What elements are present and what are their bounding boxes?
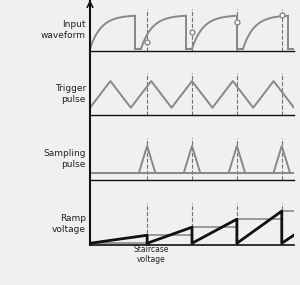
Text: Input
waveform: Input waveform <box>41 19 86 40</box>
Text: Sampling
pulse: Sampling pulse <box>44 149 86 169</box>
Text: Staircase
voltage: Staircase voltage <box>134 242 169 264</box>
Text: Trigger
pulse: Trigger pulse <box>55 84 86 105</box>
Text: Ramp
voltage: Ramp voltage <box>52 214 86 234</box>
